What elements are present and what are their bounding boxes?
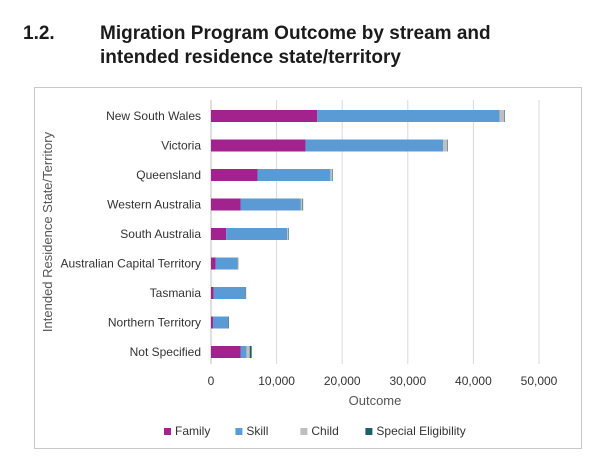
- bar-segment: [499, 110, 505, 122]
- section-number: 1.2.: [23, 23, 55, 44]
- x-tick-label: 30,000: [389, 374, 426, 388]
- category-label: Queensland: [136, 168, 201, 182]
- category-label: Australian Capital Territory: [60, 257, 201, 271]
- legend: Family Skill Child Special Eligibility: [164, 424, 466, 438]
- bar-segment: [211, 169, 258, 181]
- bar-segment: [237, 257, 239, 270]
- legend-swatch: [164, 428, 171, 435]
- x-tick-label: 0: [208, 374, 215, 388]
- bar-segment: [228, 316, 229, 329]
- bar-segment: [300, 198, 303, 211]
- y-axis-title: Intended Residence State/Territory: [40, 131, 55, 332]
- bar-segment: [443, 139, 448, 152]
- bar-segment: [330, 169, 333, 181]
- category-label: Northern Territory: [108, 316, 201, 330]
- x-axis-title: Outcome: [349, 393, 402, 408]
- bar-segment: [240, 198, 301, 211]
- section-title: Migration Program Outcome by stream and …: [100, 23, 491, 68]
- bar-segment: [504, 110, 505, 122]
- bars: [211, 110, 505, 358]
- legend-swatch: [365, 428, 373, 435]
- legend-label: Family: [175, 424, 210, 438]
- bar-segment: [211, 110, 318, 122]
- bar-segment: [211, 257, 216, 270]
- legend-label: Skill: [246, 424, 268, 438]
- category-label: Not Specified: [130, 345, 201, 359]
- bar-segment: [245, 287, 246, 299]
- x-tick-label: 50,000: [521, 374, 558, 388]
- bar-segment: [211, 316, 213, 329]
- bar-segment: [237, 257, 238, 270]
- bar-segment: [245, 287, 247, 299]
- bar-segment: [249, 346, 252, 358]
- bar-segment: [240, 346, 247, 358]
- bar-segment: [305, 139, 444, 152]
- category-label: New South Wales: [106, 109, 201, 123]
- bar-segment: [212, 316, 229, 329]
- x-tick-label: 10,000: [258, 374, 295, 388]
- bar-segment: [257, 169, 331, 181]
- legend-label: Special Eligibility: [376, 424, 465, 438]
- legend-swatch: [300, 428, 308, 435]
- bar-segment: [211, 346, 241, 358]
- bar-segment: [332, 169, 333, 181]
- bar-segment: [287, 228, 289, 240]
- x-tick-labels: 0 10,000 20,000 30,000 40,000 50,000: [208, 374, 558, 388]
- bar-segment: [211, 198, 241, 211]
- bar-segment: [215, 257, 238, 270]
- bar-segment: [213, 287, 246, 299]
- category-labels: New South Wales Victoria Queensland Western…: [60, 109, 201, 359]
- bar-segment: [211, 228, 227, 240]
- bar-segment: [246, 346, 250, 358]
- bar-segment: [317, 110, 500, 122]
- legend-swatch: [235, 428, 243, 435]
- category-label: Western Australia: [107, 198, 201, 212]
- category-label: South Australia: [120, 227, 201, 241]
- x-tick-label: 20,000: [324, 374, 361, 388]
- bar-segment: [211, 287, 214, 299]
- bar-segment: [447, 139, 448, 152]
- bar-segment: [211, 139, 306, 152]
- bar-segment: [302, 198, 304, 211]
- category-label: Victoria: [161, 139, 201, 153]
- bar-segment: [226, 228, 288, 240]
- category-label: Tasmania: [150, 286, 202, 300]
- chart-frame: [34, 87, 582, 449]
- bar-segment: [288, 228, 289, 240]
- x-tick-label: 40,000: [455, 374, 492, 388]
- legend-label: Child: [311, 424, 338, 438]
